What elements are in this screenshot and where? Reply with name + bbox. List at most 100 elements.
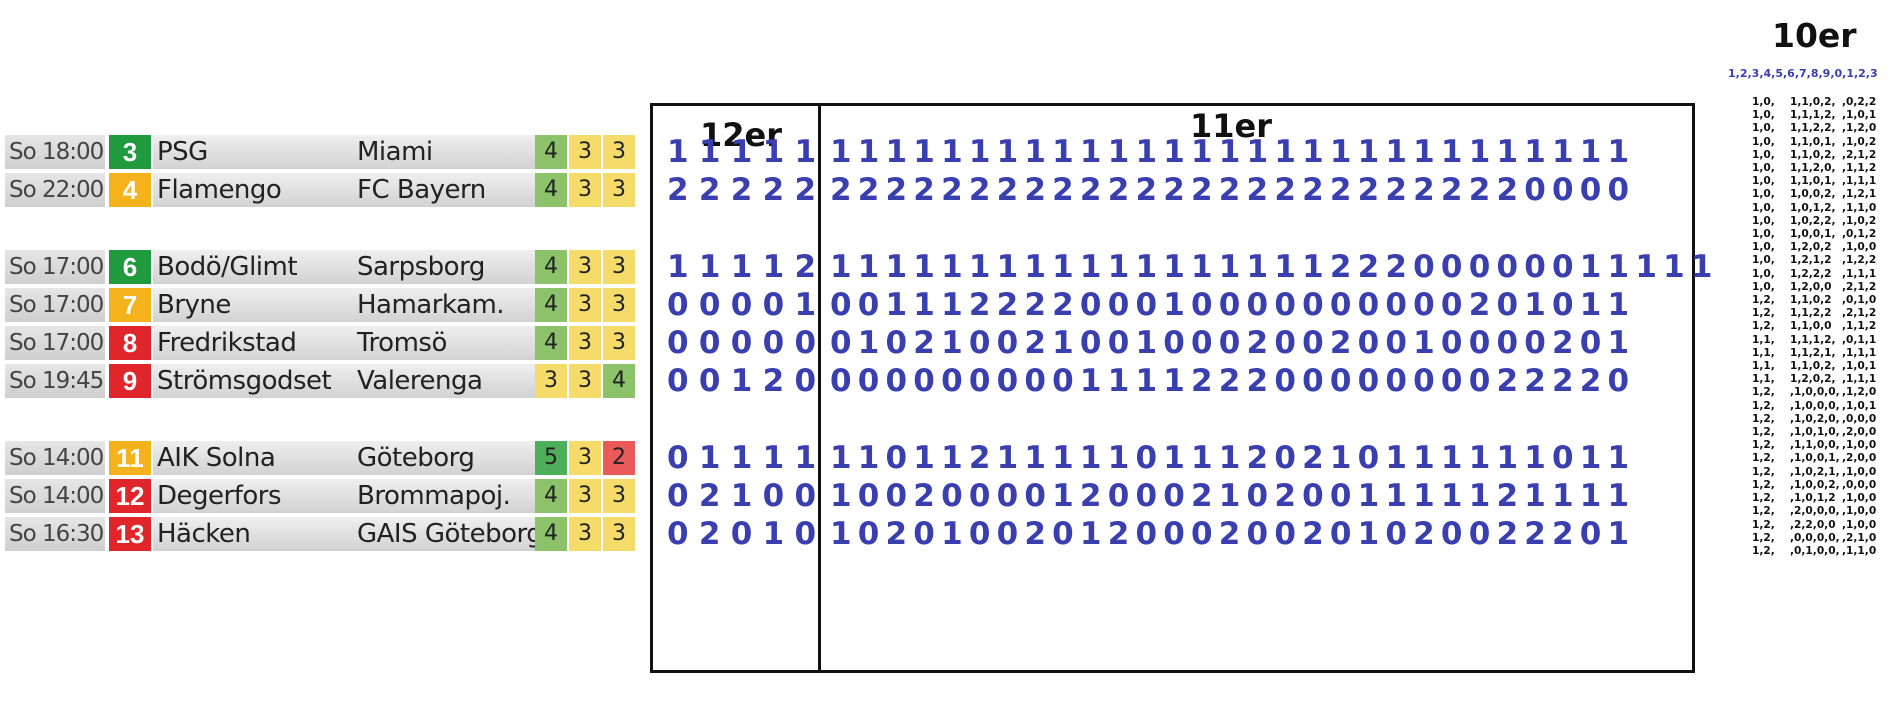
- ten-row: 1,0, 1,0,0,1, ,0,1,2: [1752, 228, 1882, 241]
- ten-cell: ,1,0,0: [1842, 505, 1877, 518]
- ten-cell: 1,0,: [1752, 162, 1775, 175]
- ten-row: 1,2, ,0,0,0,0, ,2,1,0: [1752, 532, 1882, 545]
- ten-cell: 1,1,0,0: [1790, 320, 1832, 333]
- ten-row: 1,0, 1,2,1,2 ,1,2,2: [1752, 254, 1882, 267]
- tip-percent-1: 4: [535, 250, 567, 284]
- tip-percent-1: 4: [535, 173, 567, 207]
- ten-cell: 1,0,: [1752, 267, 1775, 280]
- ten-list: 1,0, 1,1,0,2, ,0,2,2 1,0, 1,1, 1,2, ,1,0,1 1,0,…: [1752, 96, 1882, 558]
- ten-cell: 1,1,2,2: [1790, 307, 1832, 320]
- tip-table-frame: [650, 103, 1695, 673]
- ten-cell: 1,2,: [1752, 505, 1775, 518]
- ten-cell: 1,0,: [1752, 201, 1775, 214]
- match-row: So 17:00 7 Bryne Hamarkam. 4 3 3: [5, 286, 645, 324]
- ten-cell: ,1,0,1,0,: [1790, 426, 1840, 439]
- ten-cell: 1,0,: [1752, 254, 1775, 267]
- ten-row: 1,2, ,1,0,1,0, ,2,0,0: [1752, 426, 1882, 439]
- away-team: Brommapoj.: [353, 479, 535, 513]
- match-number: 11: [109, 441, 151, 475]
- ten-row: 1,2, ,1,0,2,0, ,0,0,0: [1752, 413, 1882, 426]
- ten-cell: ,1,2,0: [1842, 386, 1877, 399]
- tips-12er: 11111: [667, 134, 827, 170]
- tip-percent-x: 3: [569, 479, 601, 513]
- ten-row: 1,0, 1,1,0,1, ,1,1,1: [1752, 175, 1882, 188]
- tips-11er: 10020000120002102001111121111: [830, 478, 1636, 514]
- home-team: Strömsgodset: [153, 364, 353, 398]
- ten-cell: ,2,1,2: [1842, 148, 1877, 161]
- tip-percent-2: 4: [603, 364, 635, 398]
- ten-cell: ,0,1,2: [1842, 228, 1877, 241]
- ten-cell: ,1,1,1: [1842, 346, 1877, 359]
- ten-cell: ,1,0,2,0,: [1790, 412, 1840, 425]
- match-time: So 14:00: [5, 441, 105, 475]
- ten-cell: ,1,0,2,1,: [1790, 465, 1840, 478]
- ten-cell: 1,2,: [1752, 465, 1775, 478]
- match-row: So 17:00 6 Bodö/Glimt Sarpsborg 4 3 3: [5, 248, 645, 286]
- ten-row: 1,2, 1,1,0,0 ,1,1,2: [1752, 320, 1882, 333]
- ten-cell: ,2,2,0,0: [1790, 518, 1836, 531]
- ten-cell: ,1,1,1: [1842, 373, 1877, 386]
- ten-cell: 1,0,: [1752, 135, 1775, 148]
- column-divider: [818, 106, 821, 670]
- home-team: Flamengo: [153, 173, 353, 207]
- tip-percent-1: 4: [535, 479, 567, 513]
- ten-cell: ,2,0,0,0,: [1790, 505, 1840, 518]
- ten-row: 1,2, ,1,0,1,2 ,1,0,0: [1752, 492, 1882, 505]
- ten-cell: 1,2,1,2: [1790, 254, 1832, 267]
- ten-cell: 1,2,: [1752, 320, 1775, 333]
- ten-cell: ,1,0,0: [1842, 439, 1877, 452]
- ten-cell: 1,0,0,1,: [1790, 228, 1836, 241]
- ten-row: 1,2, ,1,0,0,2, ,0,0,0: [1752, 479, 1882, 492]
- tip-percent-x: 3: [569, 135, 601, 169]
- ten-row: 1,1, 1,1,1,2, ,0,1,1: [1752, 334, 1882, 347]
- ten-cell: ,0,1,1: [1842, 333, 1877, 346]
- tip-percent-x: 3: [569, 364, 601, 398]
- ten-cell: ,1,0,0,2,: [1790, 478, 1840, 491]
- ten-cell: ,1,0,1: [1842, 360, 1877, 373]
- ten-cell: 1,0,: [1752, 175, 1775, 188]
- match-row: So 14:00 12 Degerfors Brommapoj. 4 3 3: [5, 477, 645, 515]
- ten-row: 1,2, ,1,0,0,1, ,2,0,0: [1752, 452, 1882, 465]
- ten-cell: ,1,0,2: [1842, 214, 1877, 227]
- ten-cell: 1,1,: [1752, 346, 1775, 359]
- ten-cell: 1,2,0,2: [1790, 241, 1832, 254]
- ten-cell: ,2,0,0: [1842, 452, 1877, 465]
- ten-cell: ,0,1,0,0,: [1790, 544, 1840, 557]
- ten-row: 1,2, ,2,2,0,0 ,1,0,0: [1752, 519, 1882, 532]
- ten-header: 1,2,3,4,5,6,7,8,9,0,1,2,3: [1728, 67, 1878, 80]
- tips-12er: 22222: [667, 172, 827, 208]
- label-12er: 12er: [700, 116, 783, 154]
- ten-cell: ,0,2,2: [1842, 96, 1877, 108]
- ten-cell: ,1,0,0: [1842, 241, 1877, 254]
- ten-cell: ,1,0,0: [1842, 518, 1877, 531]
- match-number: 6: [109, 250, 151, 284]
- label-11er: 11er: [1190, 107, 1273, 145]
- away-team: Göteborg: [353, 441, 535, 475]
- away-team: Valerenga: [353, 364, 535, 398]
- ten-cell: 1,1,2,2,: [1790, 122, 1836, 135]
- away-team: Sarpsborg: [353, 250, 535, 284]
- ten-row: 1,0, 1,2,2,2 ,1,1,1: [1752, 268, 1882, 281]
- ten-cell: ,1,0,2: [1842, 135, 1877, 148]
- ten-cell: 1,2,: [1752, 439, 1775, 452]
- match-number: 13: [109, 517, 151, 551]
- match-row: So 16:30 13 Häcken GAIS Göteborg 4 3 3: [5, 515, 645, 553]
- ten-row: 1,2, 1,1,0,2 ,0,1,0: [1752, 294, 1882, 307]
- ten-row: 1,0, 1,2,0,2 ,1,0,0: [1752, 241, 1882, 254]
- ten-cell: 1,1,0,2,: [1790, 148, 1836, 161]
- ten-row: 1,1, 1,2,0,2, ,1,1,1: [1752, 373, 1882, 386]
- tip-percent-x: 3: [569, 173, 601, 207]
- ten-cell: 1,2,: [1752, 399, 1775, 412]
- ten-row: 1,2, ,0,1,0,0, ,1,1,0: [1752, 545, 1882, 558]
- ten-cell: 1,1,2,0,: [1790, 162, 1836, 175]
- ten-cell: ,1,2,1: [1842, 188, 1877, 201]
- tips-11er: 00111222200010000000000201011: [830, 287, 1636, 323]
- match-time: So 17:00: [5, 288, 105, 322]
- home-team: AIK Solna: [153, 441, 353, 475]
- frame-right-edge: [1692, 106, 1695, 670]
- tip-percent-2: 3: [603, 135, 635, 169]
- ten-cell: ,0,0,0,0,: [1790, 531, 1840, 544]
- match-row: So 17:00 8 Fredrikstad Tromsö 4 3 3: [5, 324, 645, 362]
- label-10er: 10er: [1772, 16, 1857, 55]
- ten-cell: ,1,0,1: [1842, 399, 1877, 412]
